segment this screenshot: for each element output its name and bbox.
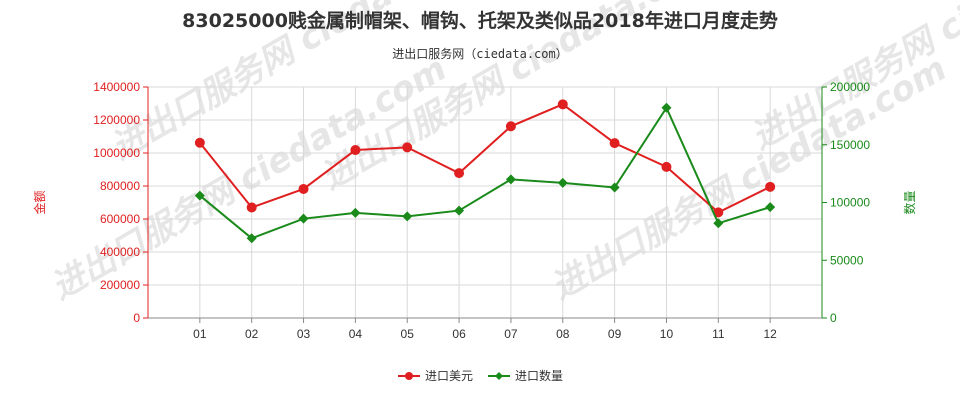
x-tick-label: 01: [193, 327, 207, 341]
data-point-amount[interactable]: [505, 121, 516, 132]
x-tick-label: 06: [452, 327, 466, 341]
y-left-tick-label: 1400000: [93, 80, 140, 94]
y-right-tick-label: 200000: [830, 80, 870, 94]
data-point-amount[interactable]: [454, 168, 465, 179]
y-left-tick-label: 200000: [100, 278, 140, 292]
y-left-tick-label: 400000: [100, 245, 140, 259]
series-line-quantity: [199, 105, 771, 240]
series-line-amount: [199, 103, 771, 214]
data-point-quantity[interactable]: [246, 233, 257, 244]
y-right-ticks: 0 50000 100000 150000 200000: [822, 80, 870, 325]
series-layer: [194, 99, 776, 244]
data-point-amount[interactable]: [765, 181, 776, 192]
data-point-quantity[interactable]: [713, 218, 724, 229]
x-tick-label: 07: [504, 327, 518, 341]
data-point-amount[interactable]: [298, 183, 309, 194]
data-point-quantity[interactable]: [661, 102, 672, 113]
y-left-tick-label: 1000000: [93, 146, 140, 160]
y-left-tick-label: 0: [133, 311, 140, 325]
y-right-tick-label: 0: [830, 311, 837, 325]
data-point-quantity[interactable]: [505, 174, 516, 185]
legend-item-amount[interactable]: 进口美元: [398, 369, 473, 383]
data-point-amount[interactable]: [350, 145, 361, 156]
legend-label: 进口数量: [515, 368, 563, 383]
y-left-tick-label: 600000: [100, 212, 140, 226]
data-point-quantity[interactable]: [350, 207, 361, 218]
x-tick-label: 02: [245, 327, 259, 341]
x-tick-label: 09: [608, 327, 622, 341]
data-point-quantity[interactable]: [557, 177, 568, 188]
x-tick-label: 11: [712, 327, 725, 341]
legend-swatch-marker: [405, 372, 413, 380]
x-ticks: 01 02 03 04 05 06 07 08 09 10 11 12: [193, 318, 777, 341]
y-right-tick-label: 50000: [830, 253, 864, 267]
chart-subtitle: 进出口服务网（ciedata.com）: [392, 46, 567, 61]
data-point-quantity[interactable]: [765, 202, 776, 213]
legend[interactable]: 进口美元 进口数量: [398, 368, 563, 383]
data-point-quantity[interactable]: [402, 211, 413, 222]
data-point-quantity[interactable]: [194, 190, 205, 201]
data-point-amount[interactable]: [557, 99, 568, 110]
data-point-amount[interactable]: [194, 137, 205, 148]
data-point-amount[interactable]: [661, 161, 672, 172]
legend-label: 进口美元: [425, 369, 473, 383]
data-point-quantity[interactable]: [454, 205, 465, 216]
x-tick-label: 04: [349, 327, 363, 341]
data-point-amount[interactable]: [402, 142, 413, 153]
y-right-tick-label: 100000: [830, 196, 870, 210]
y-left-ticks: 0 200000 400000 600000 800000 1000000 1200000 1…: [93, 80, 148, 325]
y-left-tick-label: 1200000: [93, 113, 140, 127]
legend-swatch-marker: [495, 372, 503, 380]
data-point-amount[interactable]: [246, 202, 257, 213]
x-tick-label: 12: [763, 327, 777, 341]
x-tick-label: 05: [401, 327, 415, 341]
x-tick-label: 08: [556, 327, 570, 341]
data-point-quantity[interactable]: [609, 182, 620, 193]
y-right-axis-title: 数量: [902, 190, 917, 214]
x-tick-label: 03: [297, 327, 311, 341]
y-left-tick-label: 800000: [100, 179, 140, 193]
y-right-tick-label: 150000: [830, 138, 870, 152]
data-point-amount[interactable]: [713, 207, 724, 218]
watermark-text: 进出口服务网 ciedata.com: [545, 49, 954, 308]
grid: [147, 86, 823, 319]
data-point-quantity[interactable]: [298, 213, 309, 224]
x-tick-label: 10: [660, 327, 674, 341]
legend-item-quantity[interactable]: 进口数量: [488, 368, 563, 383]
data-point-amount[interactable]: [609, 138, 620, 149]
y-left-axis-title: 金额: [32, 190, 47, 214]
chart-title: 83025000贱金属制帽架、帽钩、托架及类似品2018年进口月度走势: [182, 9, 778, 32]
